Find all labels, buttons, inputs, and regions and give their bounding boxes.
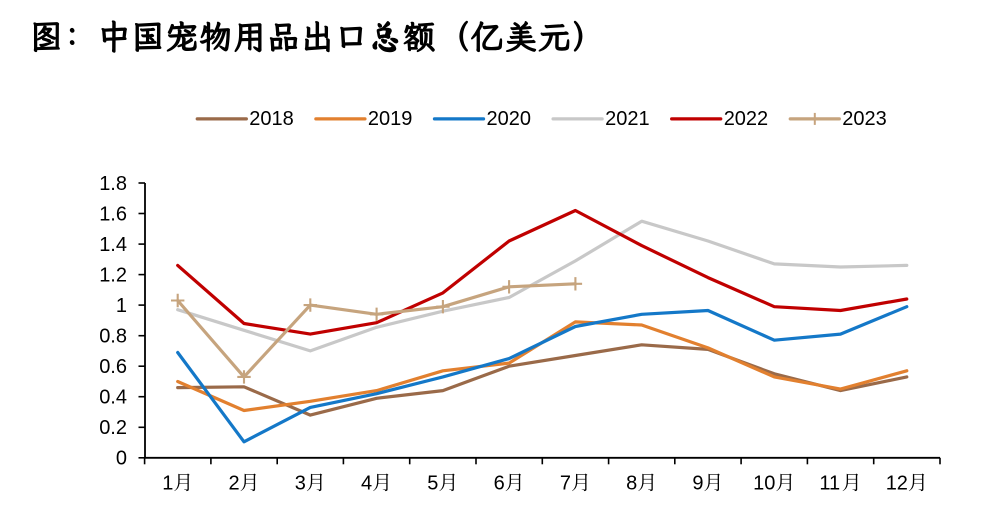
svg-text:6: 6 (494, 473, 505, 495)
svg-text:7: 7 (560, 473, 571, 495)
svg-text:1.8: 1.8 (99, 173, 127, 195)
svg-text:4: 4 (361, 473, 372, 495)
svg-text:5: 5 (427, 473, 438, 495)
svg-text:2018: 2018 (249, 108, 293, 130)
svg-text:2: 2 (229, 473, 240, 495)
svg-text:11: 11 (819, 473, 840, 495)
svg-text:0.4: 0.4 (99, 387, 127, 409)
svg-text:10: 10 (753, 473, 775, 495)
svg-text:1.4: 1.4 (99, 234, 127, 256)
svg-text:2019: 2019 (368, 108, 413, 130)
svg-text:2022: 2022 (724, 108, 769, 130)
svg-text:2023: 2023 (842, 108, 887, 130)
svg-text:1: 1 (162, 473, 173, 495)
svg-text:1.6: 1.6 (99, 203, 127, 225)
svg-text:8: 8 (626, 473, 637, 495)
svg-text:2020: 2020 (487, 108, 532, 130)
svg-text:2021: 2021 (605, 108, 650, 130)
svg-text:0.2: 0.2 (99, 417, 127, 439)
svg-text:9: 9 (692, 473, 703, 495)
svg-text:1: 1 (116, 295, 127, 317)
svg-text:1.2: 1.2 (99, 264, 127, 286)
svg-text:0.8: 0.8 (99, 326, 127, 348)
svg-text:3: 3 (295, 473, 306, 495)
svg-text:0: 0 (116, 448, 127, 470)
svg-text:0.6: 0.6 (99, 356, 127, 378)
svg-text:12: 12 (886, 473, 908, 495)
